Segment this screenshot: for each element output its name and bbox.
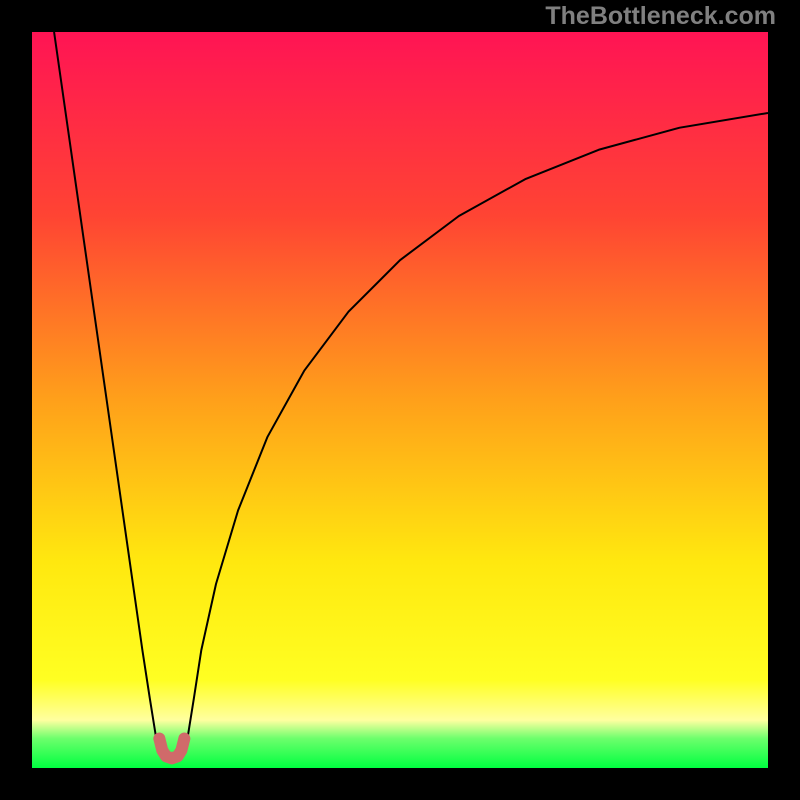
figure-root: TheBottleneck.com: [0, 0, 800, 800]
plot-area: [32, 32, 768, 768]
plot-svg: [32, 32, 768, 768]
watermark: TheBottleneck.com: [545, 2, 776, 31]
gradient-background: [32, 32, 768, 768]
